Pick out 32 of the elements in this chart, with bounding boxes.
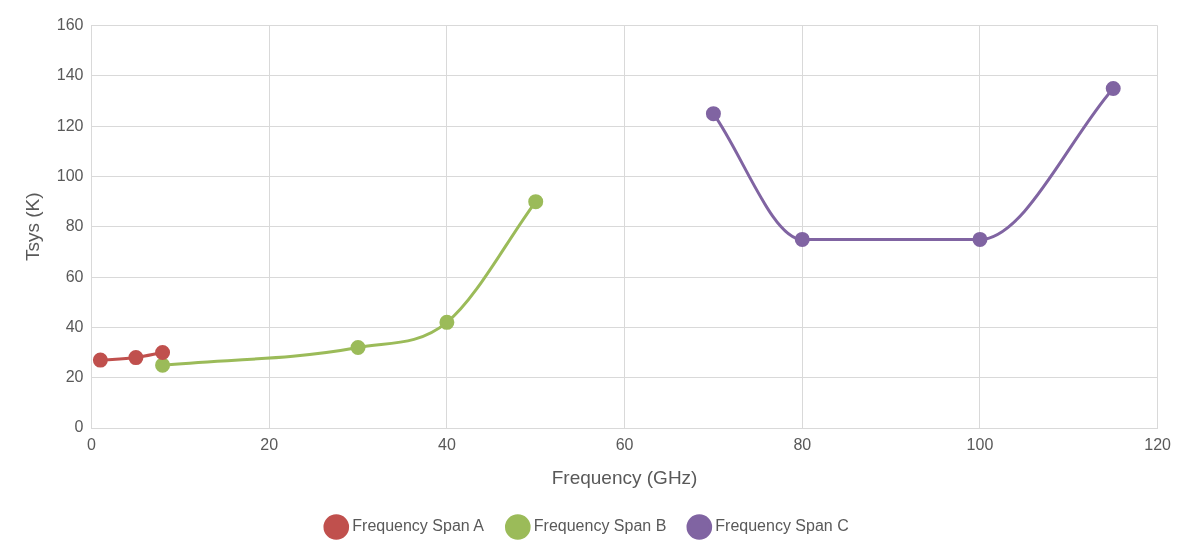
point [92, 352, 108, 368]
x-tick-label: 0 [87, 436, 97, 454]
y-tick-label: 20 [65, 368, 84, 386]
y-tick-label: 40 [65, 317, 84, 335]
legend-label: Frequency Span B [533, 517, 667, 535]
point [128, 350, 144, 366]
y-tick-label: 0 [74, 418, 84, 436]
y-tick-label: 60 [65, 267, 84, 285]
x-tick-label: 60 [615, 436, 634, 454]
legend-label: Frequency Span C [715, 517, 849, 535]
x-tick-label: 80 [793, 436, 812, 454]
y-tick-label: 120 [56, 116, 84, 134]
point [794, 231, 810, 247]
y-tick-label: 140 [56, 66, 84, 84]
y-tick-label: 80 [65, 217, 84, 235]
y-tick-label: 160 [56, 16, 84, 34]
point [528, 194, 544, 210]
point [155, 345, 171, 361]
y-tick-label: 100 [56, 166, 84, 184]
x-tick-label: 100 [966, 436, 994, 454]
point [705, 106, 721, 122]
y-axis-title: Tsys (K) [21, 192, 43, 262]
x-tick-label: 120 [1144, 436, 1172, 454]
point [972, 231, 988, 247]
point [439, 314, 455, 330]
x-axis-title: Frequency (GHz) [551, 466, 698, 488]
point [350, 340, 366, 356]
legend-label: Frequency Span A [352, 517, 485, 535]
point [1105, 80, 1121, 96]
x-tick-label: 20 [260, 436, 279, 454]
point [155, 357, 171, 373]
x-tick-label: 40 [437, 436, 456, 454]
